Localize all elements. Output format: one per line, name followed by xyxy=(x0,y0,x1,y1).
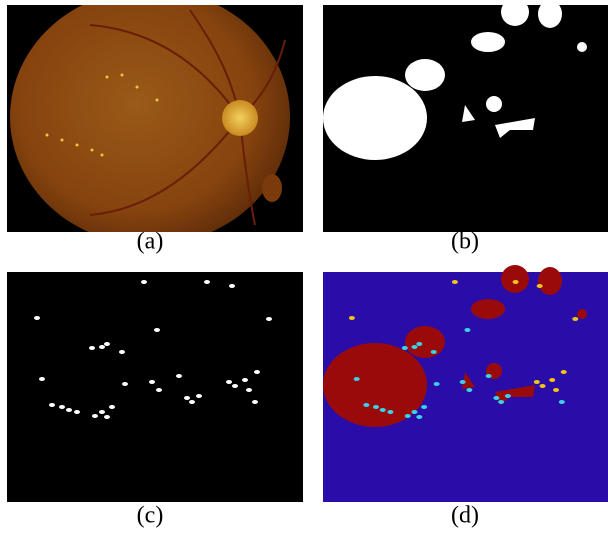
lesion xyxy=(354,377,360,381)
lesion xyxy=(486,374,492,378)
lesion xyxy=(34,316,40,320)
lesion xyxy=(109,405,115,409)
lesion xyxy=(246,388,252,392)
mask-image xyxy=(323,0,608,232)
lesion xyxy=(156,388,162,392)
lesion xyxy=(242,378,248,382)
lesion xyxy=(559,400,565,404)
lesion xyxy=(464,328,470,332)
lesion xyxy=(49,403,55,407)
lesion xyxy=(387,410,393,414)
lesion xyxy=(411,410,417,414)
region xyxy=(501,265,529,293)
lesion xyxy=(232,384,238,388)
lesion xyxy=(104,415,110,419)
lesion xyxy=(189,400,195,404)
exudate xyxy=(101,154,104,157)
lesion xyxy=(434,382,440,386)
lesion xyxy=(373,405,379,409)
lesion xyxy=(452,280,458,284)
lesion xyxy=(149,380,155,384)
lesion xyxy=(349,316,355,320)
lesion xyxy=(493,396,499,400)
region xyxy=(538,0,562,28)
exudate xyxy=(121,74,124,77)
exudate xyxy=(106,76,109,79)
lesion xyxy=(411,345,417,349)
lesion xyxy=(184,396,190,400)
lesion xyxy=(204,280,210,284)
fundus-image xyxy=(7,0,303,245)
region xyxy=(486,96,502,112)
region xyxy=(323,76,427,160)
lesion xyxy=(561,370,567,374)
exudate xyxy=(136,86,139,89)
lesion xyxy=(104,342,110,346)
lesion xyxy=(466,388,472,392)
exudate xyxy=(156,99,159,102)
lesion xyxy=(540,384,546,388)
lesion xyxy=(254,370,260,374)
overlay-image xyxy=(323,265,608,502)
lesion xyxy=(59,405,65,409)
lesion xyxy=(416,342,422,346)
lesion xyxy=(266,317,272,321)
lesion xyxy=(416,415,422,419)
background xyxy=(7,272,303,502)
lesion xyxy=(229,284,235,288)
lesion xyxy=(402,346,408,350)
lesion xyxy=(380,408,386,412)
region xyxy=(323,343,427,427)
lesion xyxy=(141,280,147,284)
region xyxy=(405,59,445,91)
lesion xyxy=(176,374,182,378)
lesion xyxy=(572,317,578,321)
lesion xyxy=(99,345,105,349)
lesion xyxy=(498,400,504,404)
panel-label: (a) xyxy=(137,229,164,255)
lesion xyxy=(431,350,437,354)
region xyxy=(577,309,587,319)
panel-label: (c) xyxy=(137,503,164,529)
exudate xyxy=(46,134,49,137)
lesion xyxy=(122,382,128,386)
lesion xyxy=(537,284,543,288)
lesion xyxy=(534,380,540,384)
lesion xyxy=(89,346,95,350)
region xyxy=(538,267,562,295)
region xyxy=(471,32,505,52)
edge-notch xyxy=(262,174,282,202)
exudate xyxy=(61,139,64,142)
lesion xyxy=(460,380,466,384)
figure: (a) (b) (c) (d) xyxy=(0,0,608,533)
lesion xyxy=(119,350,125,354)
lesion xyxy=(196,394,202,398)
region xyxy=(405,326,445,358)
panel-label: (b) xyxy=(451,229,479,255)
lesion xyxy=(74,410,80,414)
lesion xyxy=(363,403,369,407)
exudate xyxy=(76,144,79,147)
lesion xyxy=(154,328,160,332)
lesion xyxy=(553,388,559,392)
optic-disc xyxy=(222,100,258,136)
lesion xyxy=(66,408,72,412)
lesion xyxy=(405,414,411,418)
lesion xyxy=(421,405,427,409)
fundus xyxy=(10,0,290,245)
lesion xyxy=(226,380,232,384)
region xyxy=(577,42,587,52)
lesion xyxy=(505,394,511,398)
lesion-image xyxy=(7,272,303,502)
lesion xyxy=(92,414,98,418)
lesion xyxy=(99,410,105,414)
region xyxy=(471,299,505,319)
exudate xyxy=(91,149,94,152)
lesion xyxy=(549,378,555,382)
lesion xyxy=(252,400,258,404)
lesion xyxy=(513,280,519,284)
lesion xyxy=(39,377,45,381)
panel-label: (d) xyxy=(451,503,479,529)
